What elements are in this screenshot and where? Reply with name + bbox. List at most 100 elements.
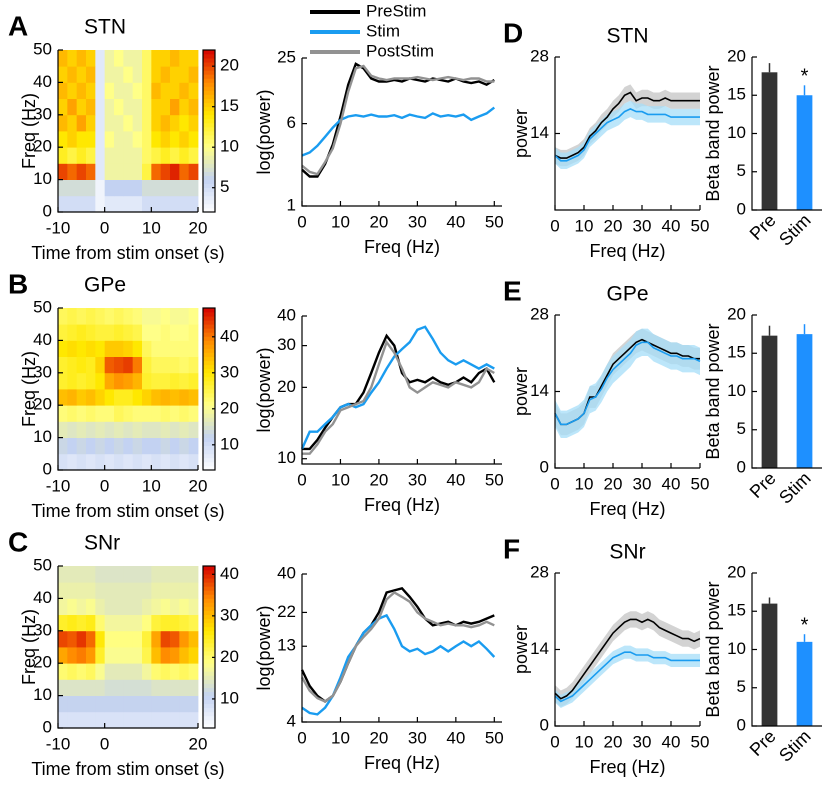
error-band bbox=[555, 645, 700, 708]
x-tick-label: Stim bbox=[775, 210, 815, 250]
y-axis-label: Beta band power bbox=[703, 65, 723, 201]
panel-title: GPe bbox=[84, 274, 126, 297]
heatmap-cell bbox=[123, 308, 134, 325]
heatmap-cell bbox=[86, 340, 96, 357]
heatmap-cell bbox=[104, 679, 115, 696]
colorbar-segment bbox=[203, 114, 215, 120]
heatmap-cell bbox=[170, 195, 180, 213]
y-tick-label: 20 bbox=[277, 377, 296, 396]
panel-title: GPe bbox=[606, 283, 648, 306]
heatmap-cell bbox=[132, 147, 143, 164]
heatmap-cell bbox=[58, 421, 68, 438]
colorbar-segment bbox=[203, 425, 215, 430]
heatmap-cell bbox=[114, 179, 124, 197]
colorbar-segment bbox=[203, 437, 215, 443]
colorbar-segment bbox=[203, 159, 215, 164]
colorbar-segment bbox=[203, 332, 215, 337]
heatmap-cell bbox=[188, 598, 199, 615]
heatmap-cell bbox=[132, 679, 143, 696]
heatmap-cell bbox=[76, 324, 87, 341]
heatmap-cell bbox=[188, 66, 199, 83]
heatmap-cell bbox=[188, 114, 199, 132]
colorbar-segment bbox=[203, 308, 215, 313]
heatmap-cell bbox=[114, 566, 124, 583]
colorbar-tick-label: 40 bbox=[220, 326, 239, 345]
heatmap-cell bbox=[188, 372, 199, 390]
heatmap-cell bbox=[95, 179, 106, 197]
heatmap-cell bbox=[123, 647, 134, 664]
colorbar-segment bbox=[203, 336, 215, 341]
heatmap-cell bbox=[67, 647, 78, 664]
axis-line bbox=[301, 316, 502, 465]
significance-mark: * bbox=[801, 66, 809, 88]
heatmap-cell bbox=[86, 582, 96, 599]
colorbar-segment bbox=[203, 691, 215, 696]
heatmap-cell bbox=[104, 647, 115, 664]
x-tick-label: 10 bbox=[575, 216, 594, 235]
heatmap-cell bbox=[123, 163, 134, 180]
heatmap-cell bbox=[104, 437, 115, 455]
y-axis-label: power bbox=[511, 109, 531, 158]
heatmap-cell bbox=[104, 582, 115, 599]
panel-letter: F bbox=[503, 533, 520, 564]
colorbar-segment bbox=[203, 324, 215, 329]
colorbar-segment bbox=[203, 94, 215, 99]
heatmap-cell bbox=[179, 647, 190, 664]
heatmap-cell bbox=[67, 356, 78, 374]
y-tick-label: 20 bbox=[33, 653, 52, 672]
panel-letter: C bbox=[8, 526, 28, 557]
heatmap-cell bbox=[76, 389, 87, 406]
x-axis-label: Freq (Hz) bbox=[590, 241, 666, 261]
heatmap-cell bbox=[151, 308, 162, 325]
heatmap-cell bbox=[76, 50, 87, 67]
heatmap-cell bbox=[142, 179, 152, 197]
y-axis-label: power bbox=[511, 625, 531, 674]
y-tick-label: 40 bbox=[33, 72, 52, 91]
colorbar-segment bbox=[203, 110, 215, 116]
colorbar-segment bbox=[203, 356, 215, 362]
heatmap-cell bbox=[123, 711, 134, 729]
heatmap-cell bbox=[95, 695, 106, 713]
colorbar-segment bbox=[203, 340, 215, 345]
y-tick-label: 1 bbox=[287, 195, 296, 214]
heatmap-cell bbox=[179, 389, 190, 406]
heatmap-cell bbox=[188, 163, 199, 180]
heatmap-cell bbox=[179, 340, 190, 357]
x-tick-label: 20 bbox=[369, 212, 388, 231]
heatmap-cell bbox=[170, 82, 180, 99]
heatmap-cell bbox=[160, 437, 171, 455]
heatmap-cell bbox=[170, 695, 180, 713]
x-tick-label: 0 bbox=[297, 470, 306, 489]
heatmap-cell bbox=[151, 614, 162, 632]
colorbar-segment bbox=[203, 70, 215, 75]
heatmap-cell bbox=[142, 405, 152, 422]
heatmap-cell bbox=[160, 663, 171, 680]
colorbar-segment bbox=[203, 131, 215, 136]
series-line bbox=[301, 64, 495, 176]
heatmap-cell bbox=[188, 324, 199, 341]
heatmap-cell bbox=[170, 179, 180, 197]
y-tick-label: 0 bbox=[540, 715, 549, 734]
x-tick-label: 20 bbox=[604, 732, 623, 751]
heatmap-cell bbox=[95, 598, 106, 615]
heatmap-cell bbox=[179, 566, 190, 583]
heatmap-cell bbox=[188, 566, 199, 583]
colorbar-segment bbox=[203, 171, 215, 176]
heatmap-cell bbox=[179, 324, 190, 341]
heatmap-cell bbox=[58, 405, 68, 422]
heatmap-cell bbox=[170, 711, 180, 729]
heatmap-cell bbox=[104, 372, 115, 390]
heatmap-cell bbox=[160, 372, 171, 390]
heatmap-cell bbox=[67, 421, 78, 438]
significance-mark: * bbox=[801, 614, 809, 636]
heatmap-cell bbox=[58, 453, 68, 471]
heatmap-cell bbox=[188, 147, 199, 164]
heatmap-cell bbox=[95, 324, 106, 341]
bar bbox=[761, 603, 778, 726]
heatmap-cell bbox=[95, 663, 106, 680]
heatmap-cell bbox=[170, 582, 180, 599]
colorbar-segment bbox=[203, 663, 215, 668]
x-tick-label: 40 bbox=[446, 470, 465, 489]
heatmap-cell bbox=[132, 598, 143, 615]
heatmap-cell bbox=[95, 453, 106, 471]
